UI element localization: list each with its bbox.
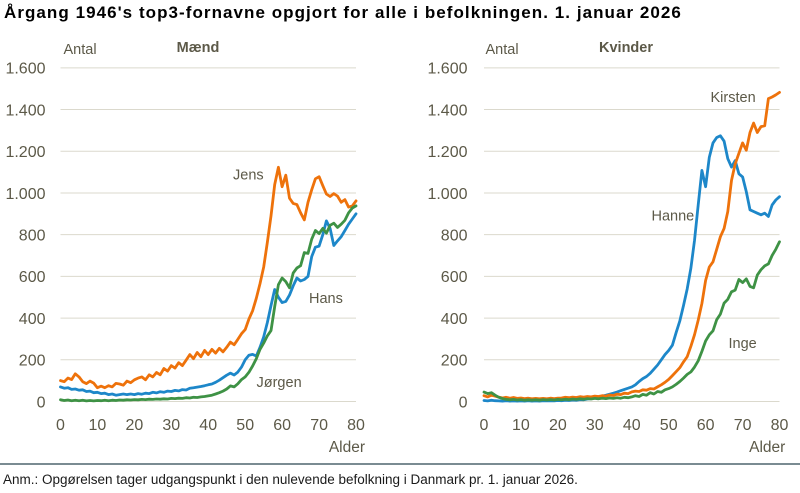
svg-text:0: 0	[480, 417, 489, 434]
svg-text:0: 0	[37, 394, 46, 411]
svg-text:Alder: Alder	[329, 439, 365, 456]
svg-text:1.000: 1.000	[427, 186, 467, 203]
svg-text:1.200: 1.200	[5, 144, 45, 161]
svg-text:30: 30	[586, 417, 604, 434]
svg-text:80: 80	[347, 417, 365, 434]
svg-text:70: 70	[734, 417, 752, 434]
svg-text:200: 200	[19, 353, 46, 370]
svg-text:Jørgen: Jørgen	[257, 375, 302, 391]
svg-text:80: 80	[771, 417, 789, 434]
svg-text:400: 400	[441, 311, 468, 328]
svg-text:1.400: 1.400	[427, 102, 467, 119]
svg-text:Alder: Alder	[749, 439, 785, 456]
svg-text:Antal: Antal	[486, 42, 519, 58]
svg-text:1.000: 1.000	[5, 186, 45, 203]
svg-text:1.600: 1.600	[5, 61, 45, 78]
svg-text:Inge: Inge	[729, 336, 757, 352]
svg-text:60: 60	[697, 417, 715, 434]
svg-text:0: 0	[459, 394, 468, 411]
svg-text:Kirsten: Kirsten	[711, 90, 756, 106]
svg-text:600: 600	[441, 269, 468, 286]
svg-text:20: 20	[549, 417, 567, 434]
svg-text:70: 70	[310, 417, 328, 434]
svg-text:30: 30	[162, 417, 180, 434]
svg-text:Antal: Antal	[64, 42, 97, 58]
svg-text:Kvinder: Kvinder	[599, 40, 653, 56]
svg-text:Mænd: Mænd	[177, 40, 220, 56]
svg-text:0: 0	[56, 417, 65, 434]
svg-text:50: 50	[236, 417, 254, 434]
svg-text:60: 60	[273, 417, 291, 434]
svg-text:1.200: 1.200	[427, 144, 467, 161]
svg-text:800: 800	[19, 228, 46, 245]
svg-text:800: 800	[441, 228, 468, 245]
svg-text:600: 600	[19, 269, 46, 286]
svg-text:10: 10	[512, 417, 530, 434]
svg-text:Hanne: Hanne	[652, 209, 695, 225]
svg-text:20: 20	[126, 417, 144, 434]
svg-text:1.400: 1.400	[5, 102, 45, 119]
svg-text:10: 10	[89, 417, 107, 434]
svg-text:1.600: 1.600	[427, 61, 467, 78]
svg-text:Hans: Hans	[309, 291, 343, 307]
svg-text:200: 200	[441, 353, 468, 370]
svg-text:40: 40	[623, 417, 641, 434]
svg-text:400: 400	[19, 311, 46, 328]
svg-text:50: 50	[660, 417, 678, 434]
svg-text:Jens: Jens	[233, 168, 264, 184]
svg-text:40: 40	[199, 417, 217, 434]
